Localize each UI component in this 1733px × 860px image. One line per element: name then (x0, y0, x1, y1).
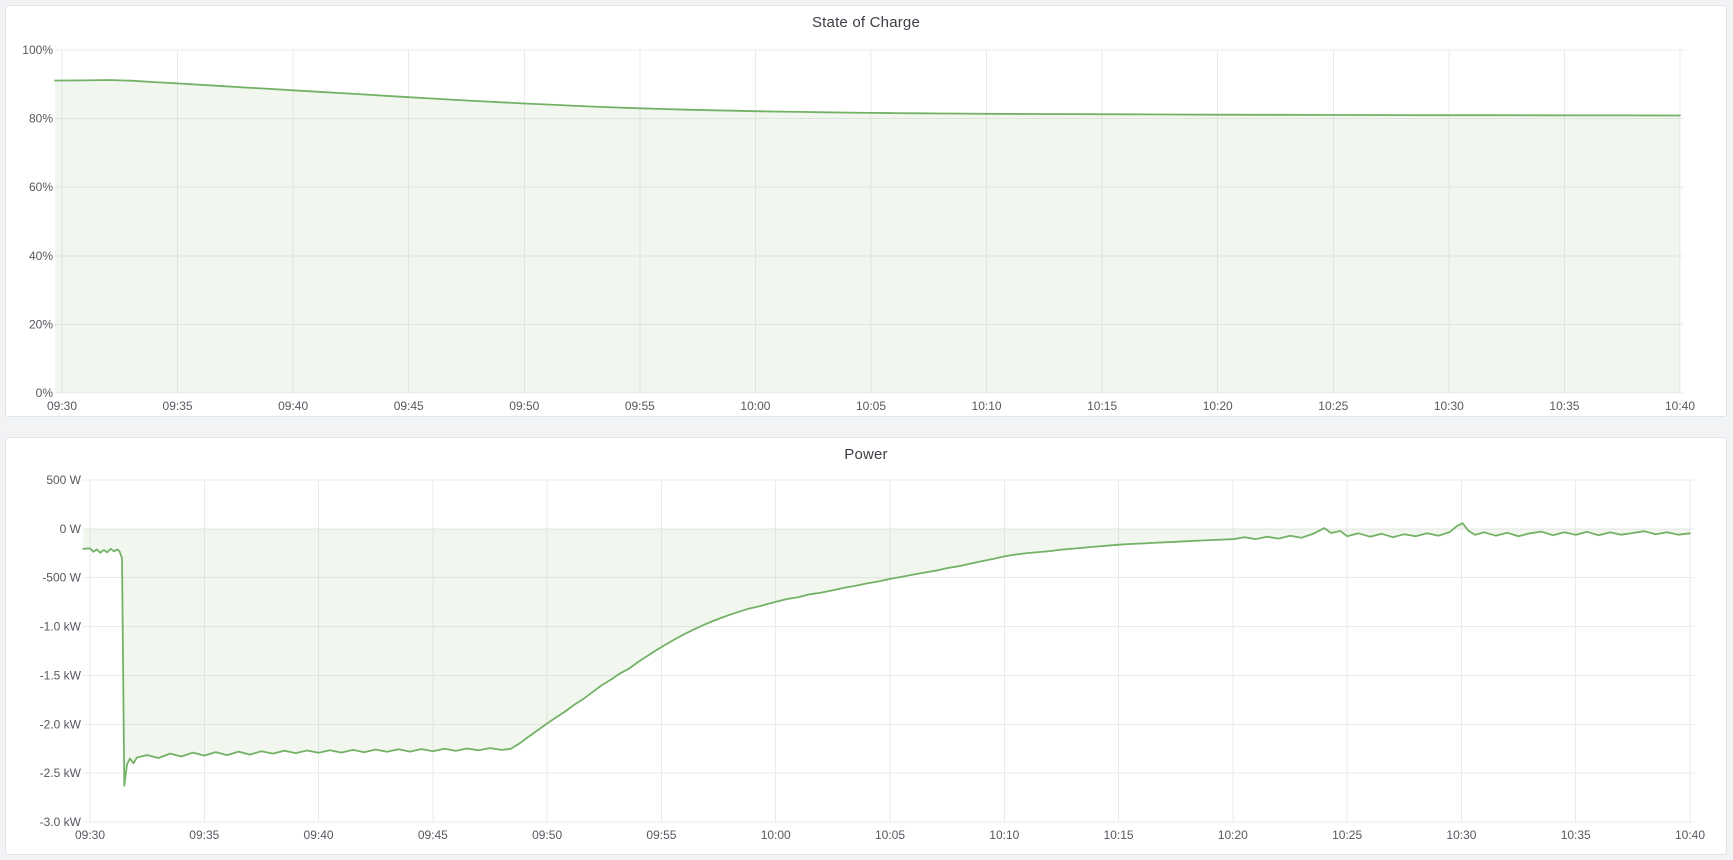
x-tick-label: 10:30 (1434, 399, 1464, 413)
axis-tick-labels: 100% 80% 60% 40% 20% 0%09:30 09:35 09:40 09:45 09… (22, 43, 1695, 413)
panel-title-power[interactable]: Power (844, 446, 888, 463)
x-tick-label: 09:45 (394, 399, 424, 413)
x-tick-label: 10:40 (1665, 399, 1695, 413)
y-tick-label: -1.0 kW (40, 620, 82, 634)
x-tick-label: 09:40 (278, 399, 308, 413)
x-tick-label: 10:40 (1675, 828, 1705, 842)
panel-power[interactable]: Power 500 W 0 W -500 W -1.0 kW -1.5 kW -2.0 k… (5, 437, 1727, 855)
x-tick-label: 09:30 (75, 828, 105, 842)
axis-tick-labels: 500 W 0 W -500 W -1.0 kW -1.5 kW -2.0 kW -2.5 … (40, 473, 1706, 842)
grid-lines (83, 479, 1694, 823)
y-tick-label: 0% (36, 386, 54, 400)
x-tick-label: 10:10 (989, 828, 1019, 842)
panel-title-state-of-charge[interactable]: State of Charge (811, 14, 921, 31)
y-tick-label: 40% (29, 249, 53, 263)
x-tick-label: 10:25 (1332, 828, 1362, 842)
x-tick-label: 09:45 (418, 828, 448, 842)
x-tick-label: 10:05 (875, 828, 905, 842)
x-tick-label: 10:20 (1203, 399, 1233, 413)
series-line (54, 79, 1681, 117)
x-tick-label: 09:50 (509, 399, 539, 413)
x-tick-label: 09:40 (304, 828, 334, 842)
y-tick-label: 20% (29, 317, 53, 331)
y-tick-label: -2.5 kW (40, 766, 82, 780)
x-tick-label: 09:35 (189, 828, 219, 842)
y-tick-label: -500 W (42, 571, 81, 585)
x-tick-label: 10:00 (740, 399, 770, 413)
y-tick-label: 500 W (46, 473, 81, 487)
x-tick-label: 09:55 (646, 828, 676, 842)
x-tick-label: 10:20 (1218, 828, 1248, 842)
panel-state-of-charge[interactable]: State of Charge 100% 80% 60% 40% 20% 0% 09:30 0… (5, 5, 1727, 417)
x-tick-label: 10:10 (972, 399, 1002, 413)
series-area (83, 523, 1691, 786)
series-line (82, 522, 1691, 787)
x-tick-label: 10:05 (856, 399, 886, 413)
y-tick-label: 100% (22, 43, 53, 57)
y-tick-label: 60% (29, 180, 53, 194)
x-tick-label: 09:55 (625, 399, 655, 413)
x-tick-label: 10:35 (1549, 399, 1579, 413)
x-tick-label: 09:35 (163, 399, 193, 413)
x-tick-label: 10:30 (1446, 828, 1476, 842)
y-tick-label: -3.0 kW (40, 815, 82, 829)
x-tick-label: 09:50 (532, 828, 562, 842)
x-tick-label: 10:00 (761, 828, 791, 842)
x-tick-label: 10:35 (1561, 828, 1591, 842)
x-tick-label: 10:15 (1087, 399, 1117, 413)
grid-lines (55, 49, 1684, 394)
x-tick-label: 09:30 (47, 399, 77, 413)
x-tick-label: 10:15 (1104, 828, 1134, 842)
y-tick-label: 80% (29, 112, 53, 126)
state-of-charge-chart[interactable]: 100% 80% 60% 40% 20% 0%09:30 09:35 09:40 09:45 09… (6, 32, 1726, 416)
y-tick-label: -2.0 kW (40, 717, 82, 731)
y-tick-label: -1.5 kW (40, 668, 82, 682)
y-tick-label: 0 W (60, 522, 82, 536)
power-chart[interactable]: 500 W 0 W -500 W -1.0 kW -1.5 kW -2.0 kW -2.5 … (6, 464, 1726, 854)
series-area (55, 80, 1681, 393)
x-tick-label: 10:25 (1318, 399, 1348, 413)
